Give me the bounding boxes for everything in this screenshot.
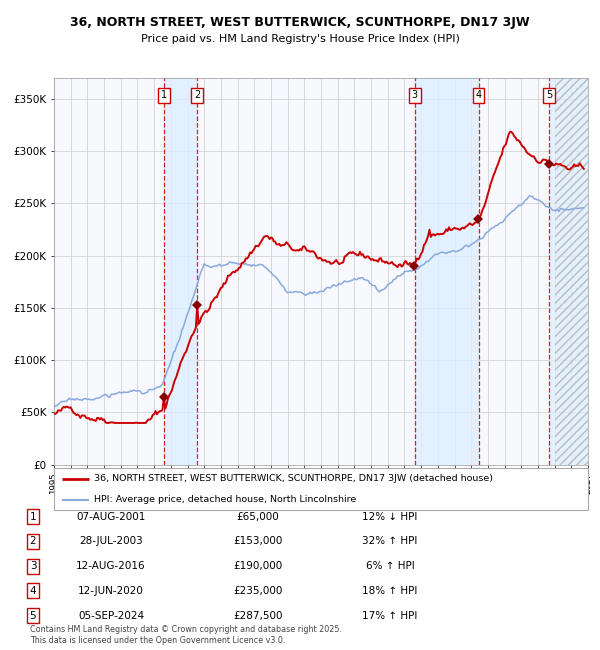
Text: 5: 5: [29, 610, 37, 621]
Text: 12-AUG-2016: 12-AUG-2016: [76, 561, 146, 571]
Text: 28-JUL-2003: 28-JUL-2003: [79, 536, 143, 547]
Text: 07-AUG-2001: 07-AUG-2001: [76, 512, 146, 522]
Text: 2: 2: [29, 536, 37, 547]
Text: 36, NORTH STREET, WEST BUTTERWICK, SCUNTHORPE, DN17 3JW: 36, NORTH STREET, WEST BUTTERWICK, SCUNT…: [70, 16, 530, 29]
Bar: [164, 78, 197, 465]
Text: 5: 5: [546, 90, 553, 100]
FancyBboxPatch shape: [54, 468, 588, 510]
Text: HPI: Average price, detached house, North Lincolnshire: HPI: Average price, detached house, Nort…: [94, 495, 356, 504]
Text: £235,000: £235,000: [233, 586, 283, 596]
Text: £153,000: £153,000: [233, 536, 283, 547]
Bar: [554, 78, 588, 465]
Text: 4: 4: [476, 90, 482, 100]
Text: 17% ↑ HPI: 17% ↑ HPI: [362, 610, 418, 621]
Text: 4: 4: [29, 586, 37, 596]
Text: 05-SEP-2024: 05-SEP-2024: [78, 610, 144, 621]
Text: 6% ↑ HPI: 6% ↑ HPI: [365, 561, 415, 571]
Text: 36, NORTH STREET, WEST BUTTERWICK, SCUNTHORPE, DN17 3JW (detached house): 36, NORTH STREET, WEST BUTTERWICK, SCUNT…: [94, 474, 493, 483]
Text: 3: 3: [412, 90, 418, 100]
Text: 12-JUN-2020: 12-JUN-2020: [78, 586, 144, 596]
Text: 2: 2: [194, 90, 200, 100]
Text: Price paid vs. HM Land Registry's House Price Index (HPI): Price paid vs. HM Land Registry's House …: [140, 34, 460, 44]
Text: £287,500: £287,500: [233, 610, 283, 621]
Text: 12% ↓ HPI: 12% ↓ HPI: [362, 512, 418, 522]
Text: 1: 1: [161, 90, 167, 100]
Text: £65,000: £65,000: [236, 512, 280, 522]
Text: 18% ↑ HPI: 18% ↑ HPI: [362, 586, 418, 596]
Bar: [549, 78, 588, 465]
Text: £190,000: £190,000: [233, 561, 283, 571]
Bar: [415, 78, 479, 465]
Text: Contains HM Land Registry data © Crown copyright and database right 2025.
This d: Contains HM Land Registry data © Crown c…: [30, 625, 342, 645]
Text: 1: 1: [29, 512, 37, 522]
Text: 32% ↑ HPI: 32% ↑ HPI: [362, 536, 418, 547]
Text: 3: 3: [29, 561, 37, 571]
